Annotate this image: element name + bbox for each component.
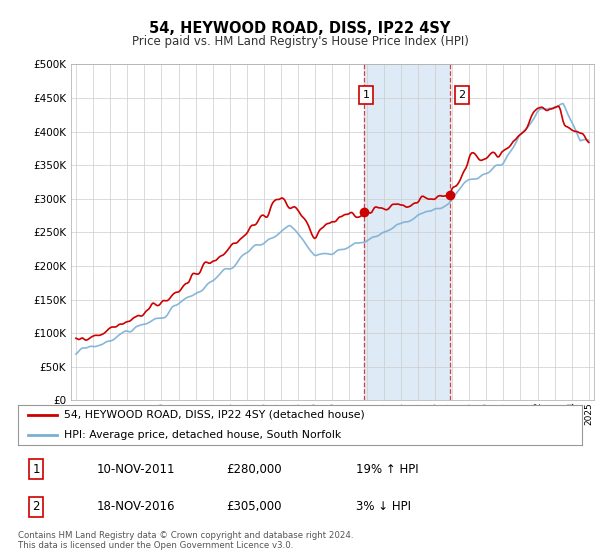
- Text: 19% ↑ HPI: 19% ↑ HPI: [356, 463, 419, 475]
- Text: 2: 2: [458, 90, 466, 100]
- Text: 10-NOV-2011: 10-NOV-2011: [97, 463, 175, 475]
- Text: 1: 1: [32, 463, 40, 475]
- Text: 3% ↓ HPI: 3% ↓ HPI: [356, 501, 412, 514]
- Text: Contains HM Land Registry data © Crown copyright and database right 2024.
This d: Contains HM Land Registry data © Crown c…: [18, 531, 353, 550]
- Text: 54, HEYWOOD ROAD, DISS, IP22 4SY: 54, HEYWOOD ROAD, DISS, IP22 4SY: [149, 21, 451, 36]
- Text: £305,000: £305,000: [227, 501, 282, 514]
- Text: £280,000: £280,000: [227, 463, 283, 475]
- Text: 18-NOV-2016: 18-NOV-2016: [97, 501, 175, 514]
- Text: HPI: Average price, detached house, South Norfolk: HPI: Average price, detached house, Sout…: [64, 430, 341, 440]
- Bar: [364, 64, 450, 400]
- Text: 1: 1: [362, 90, 370, 100]
- Text: 54, HEYWOOD ROAD, DISS, IP22 4SY (detached house): 54, HEYWOOD ROAD, DISS, IP22 4SY (detach…: [64, 410, 365, 420]
- Text: 2: 2: [32, 501, 40, 514]
- Text: Price paid vs. HM Land Registry's House Price Index (HPI): Price paid vs. HM Land Registry's House …: [131, 35, 469, 48]
